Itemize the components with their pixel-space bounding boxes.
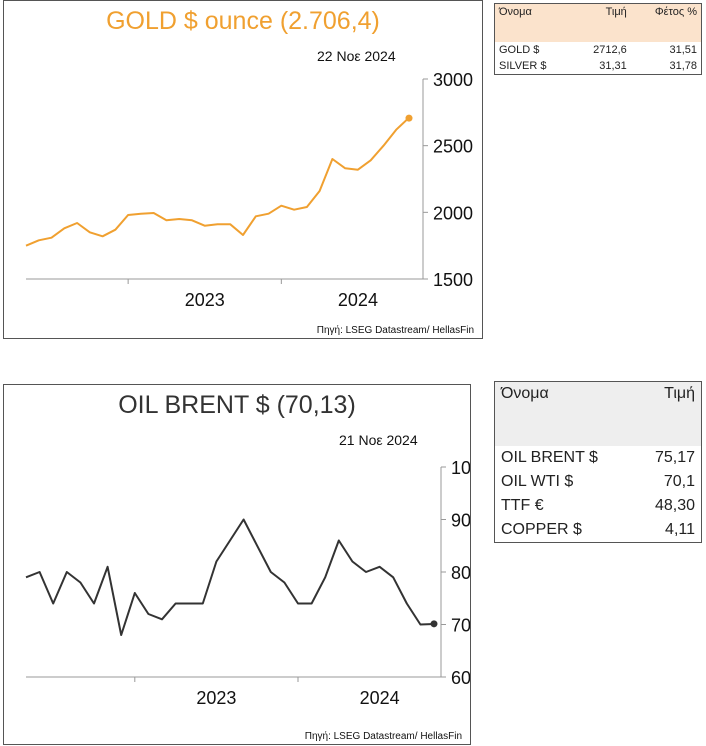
gold-chart-panel: GOLD $ ounce (2.706,4) 22 Νοε 2024 2023 2… (3, 0, 483, 339)
x-tick-label: 2024 (360, 688, 400, 708)
table-row: OIL WTI $ 70,1 (495, 470, 702, 494)
gold-chart-title: GOLD $ ounce (2.706,4) (106, 7, 380, 35)
gold-table-cell-name: GOLD $ (499, 44, 540, 56)
y-tick-label: 90 (451, 511, 470, 531)
oil-table-cell-name: OIL WTI $ (501, 473, 574, 490)
series-line (25, 116, 410, 247)
gold-chart-plot: 2023 2024 1500 2000 2500 3000 (25, 70, 473, 310)
gold-table-cell-ytd: 31,51 (669, 44, 697, 56)
gold-price-table: Όνομα Τιμή Φέτος % GOLD $ 2712,6 31,51 S… (494, 3, 702, 75)
x-tick-label: 2023 (185, 290, 225, 310)
oil-table-cell-price: 48,30 (654, 497, 695, 514)
table-row: TTF € 48,30 (495, 494, 702, 518)
oil-table-cell-name: OIL BRENT $ (501, 449, 598, 466)
table-row: COPPER $ 4,11 (495, 518, 702, 543)
y-tick-label: 1500 (433, 270, 473, 290)
gold-table-cell-price: 2712,6 (593, 44, 627, 56)
last-point-marker (430, 620, 438, 628)
oil-table-cell-price: 4,11 (665, 521, 695, 538)
oil-table-cell-price: 75,17 (654, 449, 695, 466)
y-tick-label: 2500 (433, 137, 473, 157)
oil-chart-panel: OIL BRENT $ (70,13) 21 Νοε 2024 2023 2024… (3, 384, 471, 745)
x-tick-label: 2024 (338, 290, 378, 310)
oil-table-header-price: Τιμή (634, 381, 702, 446)
table-row: GOLD $ 2712,6 31,51 (495, 42, 702, 58)
oil-chart-date: 21 Νοε 2024 (339, 432, 418, 448)
gold-table-cell-price: 31,31 (599, 60, 627, 72)
gold-table-header-price: Τιμή (572, 3, 631, 42)
gold-chart-date: 22 Νοε 2024 (317, 48, 396, 64)
last-point-marker (405, 114, 413, 122)
oil-chart-source: Πηγή: LSEG Datastream/ HellasFin (304, 731, 462, 742)
gold-table-header-ytd: Φέτος % (630, 3, 702, 42)
series-line (25, 518, 435, 636)
x-tick-label: 2023 (196, 688, 236, 708)
gold-chart-source: Πηγή: LSEG Datastream/ HellasFin (316, 325, 474, 336)
oil-table-cell-name: COPPER $ (501, 521, 582, 538)
oil-price-table: Όνομα Τιμή OIL BRENT $ 75,17 OIL WTI $ 7… (494, 381, 702, 543)
gold-table-cell-name: SILVER $ (499, 60, 547, 72)
table-row: OIL BRENT $ 75,17 (495, 446, 702, 470)
y-tick-label: 100 (451, 458, 470, 478)
y-tick-label: 2000 (433, 203, 473, 223)
y-tick-label: 70 (451, 616, 470, 636)
oil-chart-title: OIL BRENT $ (70,13) (118, 391, 356, 419)
gold-table-header-name: Όνομα (494, 3, 573, 42)
oil-chart-plot: 2023 2024 60 70 80 90 100 (25, 458, 470, 708)
oil-table-cell-name: TTF € (501, 497, 544, 514)
oil-table-header-name: Όνομα (494, 381, 635, 446)
gold-table-cell-ytd: 31,78 (669, 60, 697, 72)
y-tick-label: 60 (451, 668, 470, 688)
y-tick-label: 80 (451, 563, 470, 583)
y-tick-label: 3000 (433, 70, 473, 90)
oil-table-cell-price: 70,1 (663, 473, 695, 490)
table-row: SILVER $ 31,31 31,78 (495, 58, 702, 75)
